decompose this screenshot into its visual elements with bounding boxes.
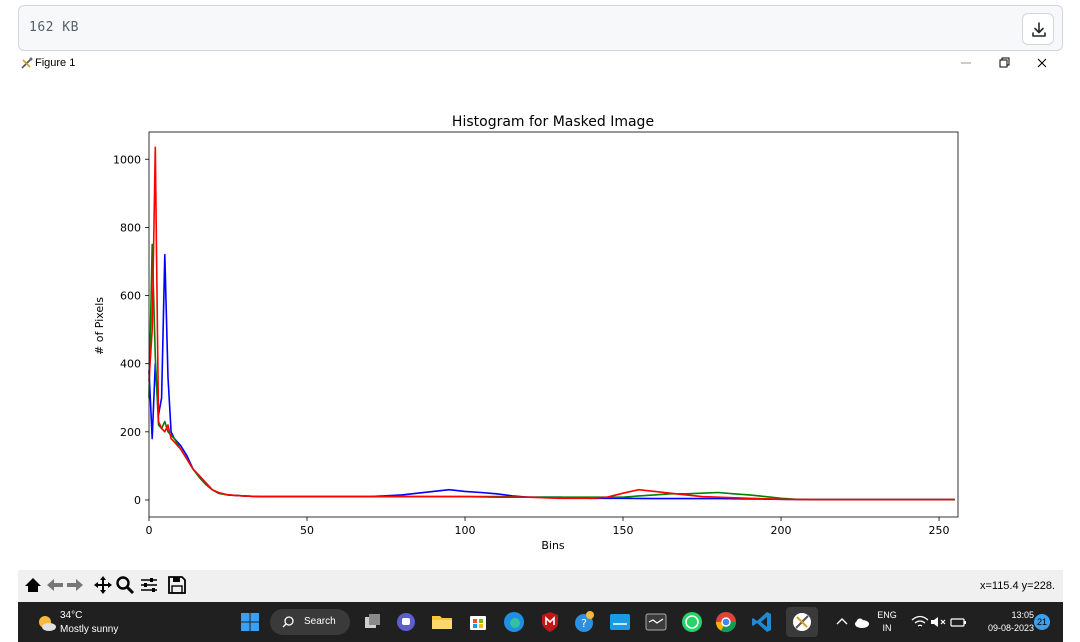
edge-browser-icon[interactable]	[502, 610, 526, 634]
clock-time[interactable]: 13:05	[1011, 610, 1034, 620]
forward-button[interactable]	[64, 574, 86, 596]
matplotlib-icon	[793, 613, 811, 631]
svg-text:?: ?	[581, 617, 587, 630]
y-axis-label: # of Pixels	[93, 297, 106, 355]
mcafee-icon[interactable]	[538, 610, 562, 634]
teams-chat-icon[interactable]	[394, 610, 418, 634]
weather-temperature[interactable]: 34°C	[60, 610, 83, 621]
terminal-window-icon[interactable]	[644, 610, 668, 634]
x-tick-label: 200	[771, 524, 792, 537]
weather-sunny-icon[interactable]	[36, 612, 58, 634]
volume-muted-icon[interactable]	[926, 610, 950, 634]
taskbar-search-label: Search	[304, 616, 336, 627]
y-tick-label: 0	[134, 494, 141, 507]
maximize-button[interactable]	[986, 52, 1022, 74]
weather-condition[interactable]: Mostly sunny	[60, 624, 119, 635]
region-indicator[interactable]: IN	[882, 623, 892, 633]
file-explorer-icon[interactable]	[430, 610, 454, 634]
move-icon	[94, 576, 112, 594]
home-icon	[25, 578, 41, 592]
plot-area	[148, 131, 959, 518]
y-tick-label: 800	[120, 221, 141, 234]
vscode-icon[interactable]	[750, 610, 774, 634]
x-tick-label: 250	[929, 524, 950, 537]
file-info-bar: 162 KB	[18, 5, 1063, 51]
download-button[interactable]	[1022, 13, 1054, 45]
download-icon	[1032, 22, 1046, 37]
search-icon	[282, 616, 294, 628]
save-button[interactable]	[166, 574, 188, 596]
close-button[interactable]	[1024, 52, 1060, 74]
language-indicator[interactable]: ENG	[877, 610, 897, 620]
pan-button[interactable]	[92, 574, 114, 596]
series-lines	[148, 146, 955, 501]
cursor-coordinates: x=115.4 y=228.	[979, 580, 1055, 592]
back-button[interactable]	[44, 574, 66, 596]
minimize-icon	[961, 62, 971, 64]
matplotlib-app-icon	[21, 57, 33, 69]
windows-start-icon[interactable]	[238, 610, 262, 634]
series-line-1	[148, 253, 955, 501]
back-arrow-icon	[47, 579, 63, 591]
x-axis-label: Bins	[541, 539, 565, 552]
figure-window: Figure 1 Histogram for Masked Image 0 200…	[18, 52, 1063, 602]
x-tick-label: 50	[300, 524, 314, 537]
help-icon[interactable]: ?	[572, 610, 596, 634]
task-view-icon[interactable]	[360, 610, 384, 634]
microsoft-store-icon[interactable]	[466, 610, 490, 634]
zoom-button[interactable]	[114, 574, 136, 596]
x-axis-ticks: 0 50 100 150 200 250	[146, 517, 950, 537]
configure-subplots-button[interactable]	[138, 574, 160, 596]
chart-title: Histogram for Masked Image	[452, 114, 654, 130]
taskbar-search[interactable]	[270, 609, 350, 635]
notification-badge[interactable]: 21	[1034, 614, 1050, 630]
magnifier-icon	[116, 576, 135, 595]
histogram-figure[interactable]: Histogram for Masked Image 0 200 400 600 800…	[18, 74, 1063, 570]
chrome-browser-icon[interactable]	[714, 610, 738, 634]
y-tick-label: 600	[120, 290, 141, 303]
wifi-icon[interactable]	[908, 610, 932, 634]
minimize-button[interactable]	[948, 52, 984, 74]
x-tick-label: 150	[613, 524, 634, 537]
x-tick-label: 100	[455, 524, 476, 537]
chevron-up-icon[interactable]	[830, 610, 854, 634]
series-line-3	[148, 146, 955, 501]
close-icon	[1037, 58, 1047, 68]
sliders-icon	[141, 578, 157, 592]
window-title: Figure 1	[35, 57, 76, 69]
y-tick-label: 200	[120, 426, 141, 439]
file-size-label: 162 KB	[29, 20, 79, 35]
restore-icon	[999, 57, 1010, 68]
taskbar: 34°C Mostly sunny Search ?	[18, 602, 1063, 642]
y-axis-ticks: 0 200 400 600 800 1000	[113, 153, 149, 507]
series-line-2	[148, 243, 955, 501]
mylf-app-icon[interactable]	[608, 610, 632, 634]
matplotlib-taskbar-button[interactable]	[786, 607, 818, 637]
forward-arrow-icon	[67, 579, 83, 591]
cloud-icon[interactable]	[850, 610, 874, 634]
clock-date[interactable]: 09-08-2023	[987, 623, 1034, 633]
window-titlebar: Figure 1	[18, 52, 1063, 74]
home-button[interactable]	[22, 574, 44, 596]
y-tick-label: 400	[120, 358, 141, 371]
navigation-toolbar: x=115.4 y=228.	[18, 570, 1063, 602]
y-tick-label: 1000	[113, 153, 141, 166]
floppy-disk-icon	[168, 576, 186, 594]
x-tick-label: 0	[146, 524, 153, 537]
battery-icon[interactable]	[946, 610, 970, 634]
whatsapp-icon[interactable]	[680, 610, 704, 634]
